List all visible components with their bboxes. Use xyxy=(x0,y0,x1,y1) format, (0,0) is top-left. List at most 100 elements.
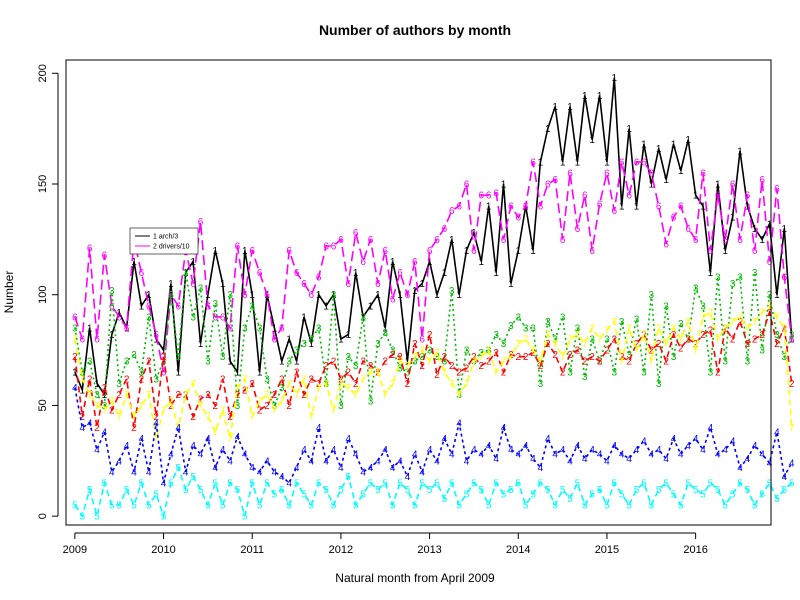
data-point-label: 4 xyxy=(685,441,691,452)
data-point-label: 6 xyxy=(331,242,337,253)
data-point-label: 5 xyxy=(700,490,706,501)
data-point-label: 2 xyxy=(752,335,758,346)
data-point-label: 5 xyxy=(730,490,736,501)
data-point-label: 5 xyxy=(708,478,714,489)
data-point-label: 1 xyxy=(782,224,788,235)
data-point-label: 6 xyxy=(368,235,374,246)
data-point-label: 3 xyxy=(301,339,307,350)
data-point-label: 3 xyxy=(87,357,93,368)
data-point-label: 2 xyxy=(671,330,677,341)
data-point-label: 6 xyxy=(708,246,714,257)
data-point-label: 4 xyxy=(722,445,728,456)
data-point-label: 5 xyxy=(190,472,196,483)
data-point-label: 6 xyxy=(767,257,773,268)
data-point-label: 6 xyxy=(419,335,425,346)
data-point-label: 3 xyxy=(286,357,292,368)
data-point-label: 1 xyxy=(434,290,440,301)
data-point-label: 1 xyxy=(456,290,462,301)
data-point-label: 1 xyxy=(286,335,292,346)
data-point-label: 2 xyxy=(560,368,566,379)
data-point-label: 5 xyxy=(235,485,241,496)
data-point-label: 7 xyxy=(604,326,610,337)
data-point-label: 4 xyxy=(589,445,595,456)
data-point-label: 7 xyxy=(272,405,278,416)
data-point-label: 5 xyxy=(663,478,669,489)
data-point-label: 3 xyxy=(730,279,736,290)
data-point-label: 1 xyxy=(294,357,300,368)
data-point-label: 3 xyxy=(575,323,581,334)
data-point-label: 7 xyxy=(139,401,145,412)
data-point-label: 2 xyxy=(530,348,536,359)
data-point-label: 7 xyxy=(390,379,396,390)
data-point-label: 2 xyxy=(272,390,278,401)
data-point-label: 1 xyxy=(368,301,374,312)
data-point-label: 6 xyxy=(405,290,411,301)
data-point-label: 5 xyxy=(552,501,558,512)
data-point-label: 7 xyxy=(264,390,270,401)
data-point-label: 6 xyxy=(102,250,108,261)
data-point-label: 5 xyxy=(442,494,448,505)
data-point-label: 2 xyxy=(685,335,691,346)
data-point-label: 7 xyxy=(80,374,86,385)
data-point-label: 5 xyxy=(316,478,322,489)
data-point-label: 7 xyxy=(641,330,647,341)
data-point-label: 2 xyxy=(279,374,285,385)
plot-frame xyxy=(65,59,772,526)
data-point-label: 3 xyxy=(309,335,315,346)
data-point-label: 2 xyxy=(227,412,233,423)
data-point-label: 5 xyxy=(220,501,226,512)
series-line xyxy=(74,387,793,485)
data-point-label: 5 xyxy=(346,472,352,483)
data-point-label: 7 xyxy=(102,405,108,416)
data-point-label: 5 xyxy=(94,512,100,523)
data-point-label: 5 xyxy=(146,501,152,512)
data-point-label: 5 xyxy=(471,478,477,489)
data-point-label: 7 xyxy=(382,390,388,401)
data-point-label: 4 xyxy=(427,445,433,456)
data-point-label: 6 xyxy=(309,290,315,301)
data-point-label: 3 xyxy=(493,330,499,341)
data-point-label: 1 xyxy=(604,157,610,168)
data-point-label: 5 xyxy=(338,485,344,496)
data-point-label: 4 xyxy=(737,463,743,474)
data-point-label: 5 xyxy=(678,501,684,512)
data-point-label: 7 xyxy=(552,339,558,350)
data-point-label: 7 xyxy=(375,368,381,379)
data-point-label: 2 xyxy=(198,394,204,405)
data-point-label: 1 xyxy=(597,91,603,102)
data-point-label: 6 xyxy=(235,242,241,253)
data-point-label: 7 xyxy=(589,323,595,334)
data-point-label: 2 xyxy=(338,374,344,385)
data-point-label: 6 xyxy=(176,301,182,312)
data-point-label: 4 xyxy=(693,434,699,445)
data-point-label: 3 xyxy=(634,315,640,326)
data-point-label: 2 xyxy=(368,361,374,372)
data-point-label: 1 xyxy=(759,235,765,246)
data-point-label: 4 xyxy=(249,463,255,474)
data-point-label: 6 xyxy=(737,235,743,246)
legend-label-1: 1 arch/3 xyxy=(153,234,178,241)
data-point-label: 7 xyxy=(582,339,588,350)
data-point-label: 1 xyxy=(619,202,625,213)
data-point-label: 4 xyxy=(257,467,263,478)
data-point-label: 1 xyxy=(656,144,662,155)
data-point-label: 3 xyxy=(419,352,425,363)
data-point-label: 1 xyxy=(139,301,145,312)
data-point-label: 5 xyxy=(139,478,145,489)
data-point-label: 5 xyxy=(737,478,743,489)
data-point-label: 1 xyxy=(301,312,307,323)
data-point-label: 5 xyxy=(102,478,108,489)
data-point-label: 6 xyxy=(161,368,167,379)
data-point-label: 2 xyxy=(294,368,300,379)
data-point-label: 3 xyxy=(715,273,721,284)
data-point-label: 3 xyxy=(752,268,758,279)
data-point-label: 3 xyxy=(604,335,610,346)
data-point-label: 6 xyxy=(545,180,551,191)
data-point-label: 1 xyxy=(131,257,137,268)
data-point-label: 7 xyxy=(87,390,93,401)
data-point-label: 7 xyxy=(198,401,204,412)
data-point-label: 7 xyxy=(109,397,115,408)
data-point-label: 1 xyxy=(789,335,795,346)
data-point-label: 7 xyxy=(479,352,485,363)
data-point-label: 4 xyxy=(397,456,403,467)
